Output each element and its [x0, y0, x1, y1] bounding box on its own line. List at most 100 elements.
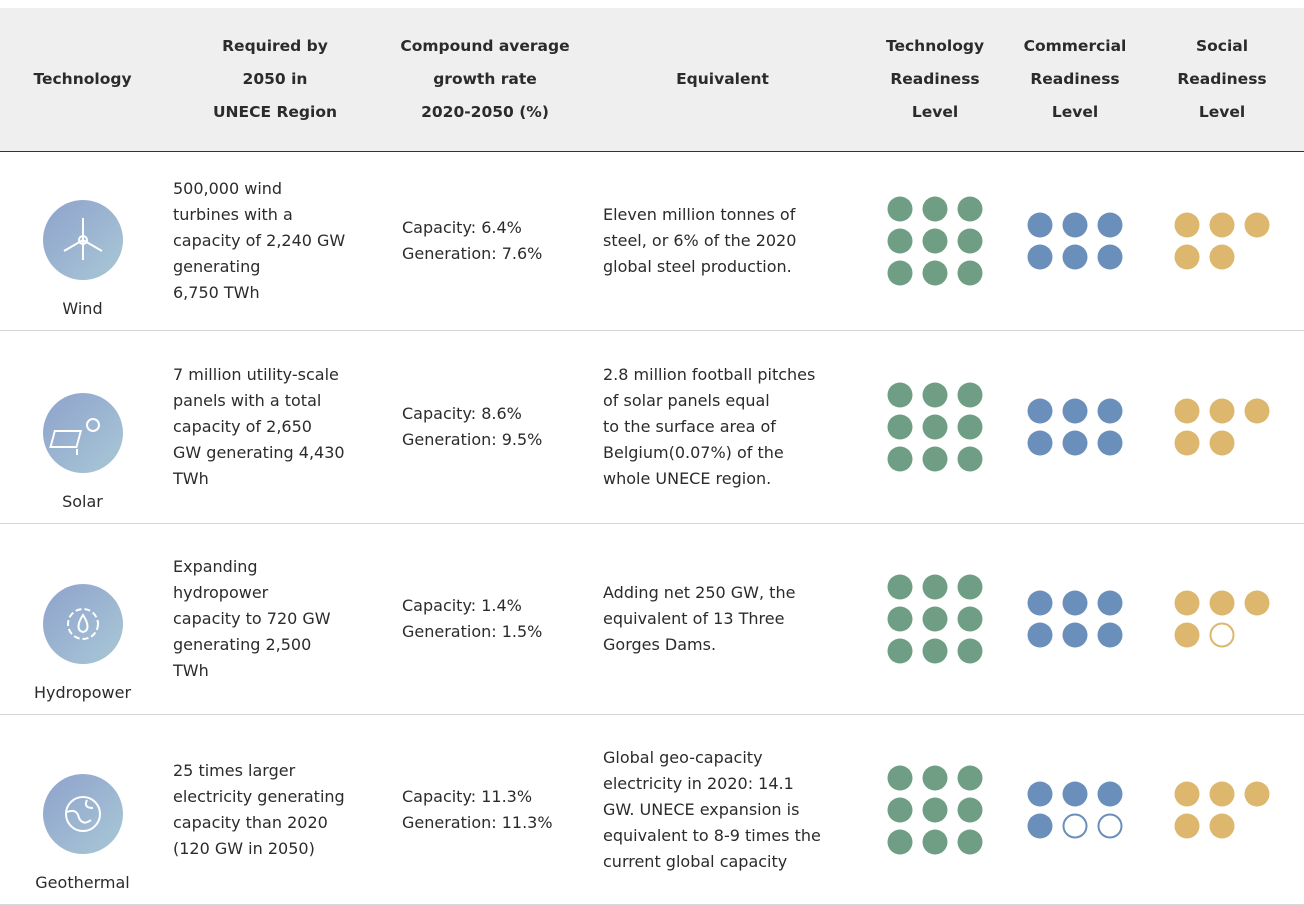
- header-text: UNECE Region: [212, 103, 338, 121]
- header-text: Required by: [222, 37, 328, 55]
- filled-dot: [1097, 781, 1123, 806]
- filled-dot: [957, 260, 983, 286]
- empty-dot: [1062, 813, 1088, 838]
- required-text: TWh: [173, 469, 209, 488]
- required-text: capacity to 720 GW: [173, 609, 331, 628]
- filled-dot: [922, 797, 948, 822]
- filled-dot: [1209, 813, 1235, 838]
- equivalent-cell: 2.8 million football pitches of solar pan…: [585, 331, 860, 523]
- equivalent-text: global steel production.: [603, 257, 792, 276]
- empty-dot: [1209, 622, 1235, 648]
- required-text: turbines with a: [173, 205, 293, 224]
- filled-dot: [922, 196, 948, 222]
- equivalent-text: current global capacity: [603, 851, 788, 871]
- required-cell: Expanding hydropower capacity to 720 GW gen…: [165, 524, 385, 714]
- header-cell: Technology Readiness Level: [860, 8, 1010, 151]
- filled-dot: [922, 638, 948, 664]
- required-text: (120 GW in 2050): [173, 838, 315, 858]
- equivalent-text: steel, or 6% of the 2020: [603, 231, 797, 250]
- filled-dot: [887, 196, 913, 222]
- filled-dot: [957, 797, 983, 822]
- equivalent-text: GW. UNECE expansion is: [603, 799, 800, 819]
- trl-dots: [887, 196, 983, 286]
- table-row: Solar 7 million utility-scale panels with …: [0, 331, 1304, 524]
- filled-dot: [1097, 430, 1123, 456]
- header-cell: Compound average growth rate 2020-2050 (%): [385, 8, 585, 151]
- generation-text: Generation: 1.5%: [402, 622, 543, 641]
- header-row: Technology Required by 2050 in UNECE Region…: [0, 8, 1304, 152]
- srl-cell: [1140, 715, 1304, 904]
- generation-text: Generation: 9.5%: [402, 430, 543, 449]
- required-cell: 500,000 wind turbines with a capacity of 2…: [165, 152, 385, 330]
- equivalent-text: Eleven million tonnes of: [603, 205, 796, 224]
- header-cell: Equivalent: [585, 8, 860, 151]
- growth-cell: Capacity: 6.4% Generation: 7.6%: [385, 152, 585, 330]
- filled-dot: [1027, 244, 1053, 270]
- equivalent-text: electricity in 2020: 14.1: [603, 773, 794, 793]
- filled-dot: [922, 382, 948, 408]
- header-text: Level: [911, 103, 959, 121]
- filled-dot: [1062, 244, 1088, 270]
- filled-dot: [922, 414, 948, 440]
- technology-cell: Geothermal: [0, 715, 165, 904]
- required-text: capacity of 2,240 GW: [173, 231, 346, 250]
- required-text: 25 times larger: [173, 760, 296, 780]
- filled-dot: [1209, 244, 1235, 270]
- filled-dot: [887, 414, 913, 440]
- header-text: Technology: [33, 70, 132, 88]
- filled-dot: [1244, 398, 1270, 424]
- filled-dot: [1097, 244, 1123, 270]
- equivalent-text: Gorges Dams.: [603, 635, 717, 654]
- trl-cell: [860, 715, 1010, 904]
- filled-dot: [1062, 781, 1088, 806]
- technology-cell: Solar: [0, 331, 165, 523]
- filled-dot: [1097, 622, 1123, 648]
- technology-icon: [42, 774, 123, 854]
- required-text: generating 2,500: [173, 635, 312, 654]
- header-text: 2050 in: [242, 70, 308, 88]
- equivalent-text: Adding net 250 GW, the: [603, 583, 796, 602]
- srl-cell: [1140, 524, 1304, 714]
- srl-dots: [1174, 781, 1270, 838]
- filled-dot: [887, 638, 913, 664]
- filled-dot: [922, 446, 948, 472]
- filled-dot: [1027, 590, 1053, 616]
- filled-dot: [1174, 430, 1200, 456]
- filled-dot: [887, 606, 913, 632]
- header-text: Equivalent: [676, 70, 769, 88]
- header-text: Readiness: [1177, 70, 1267, 88]
- header-text: Technology: [885, 37, 985, 55]
- srl-cell: [1140, 152, 1304, 330]
- filled-dot: [1062, 398, 1088, 424]
- filled-dot: [1062, 430, 1088, 456]
- technology-icon: [42, 393, 123, 473]
- required-text: hydropower: [173, 583, 269, 602]
- filled-dot: [1209, 781, 1235, 806]
- filled-dot: [887, 382, 913, 408]
- filled-dot: [1027, 781, 1053, 806]
- filled-dot: [922, 606, 948, 632]
- required-text: panels with a total: [173, 391, 322, 410]
- filled-dot: [887, 446, 913, 472]
- technology-name: Hydropower: [33, 683, 132, 702]
- equivalent-text: whole UNECE region.: [603, 469, 772, 488]
- filled-dot: [1244, 590, 1270, 616]
- filled-dot: [1209, 398, 1235, 424]
- filled-dot: [1174, 212, 1200, 238]
- technology-icon: [42, 200, 123, 280]
- table-row: Wind 500,000 wind turbines with a capacity …: [0, 152, 1304, 331]
- filled-dot: [922, 228, 948, 254]
- capacity-text: Capacity: 11.3%: [402, 786, 533, 806]
- table-row: Geothermal 25 times larger electricity gen…: [0, 715, 1304, 905]
- generation-text: Generation: 11.3%: [402, 812, 553, 832]
- technology-icon: [42, 584, 123, 664]
- capacity-text: Capacity: 1.4%: [402, 596, 522, 615]
- header-text: Level: [1051, 103, 1099, 121]
- trl-cell: [860, 152, 1010, 330]
- technology-name: Solar: [62, 492, 103, 511]
- filled-dot: [1174, 244, 1200, 270]
- required-text: TWh: [173, 661, 209, 680]
- filled-dot: [1062, 212, 1088, 238]
- header-cell: Commercial Readiness Level: [1010, 8, 1140, 151]
- generation-text: Generation: 7.6%: [402, 244, 543, 263]
